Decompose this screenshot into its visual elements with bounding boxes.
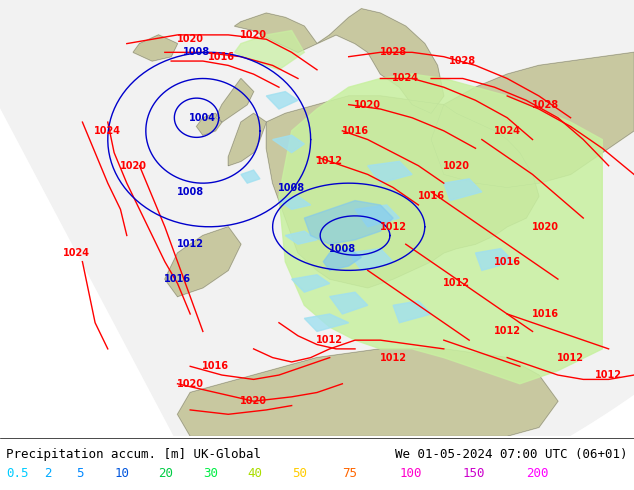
Polygon shape	[317, 9, 444, 113]
Polygon shape	[279, 74, 602, 384]
Text: 1012: 1012	[557, 353, 584, 363]
Text: 1024: 1024	[94, 126, 121, 136]
Text: 150: 150	[463, 467, 485, 480]
Text: 1020: 1020	[354, 99, 381, 110]
Text: 0.5: 0.5	[6, 467, 29, 480]
Polygon shape	[304, 200, 393, 244]
Polygon shape	[285, 231, 317, 244]
Polygon shape	[165, 227, 241, 296]
Polygon shape	[133, 35, 178, 61]
Polygon shape	[431, 52, 634, 188]
Polygon shape	[216, 78, 254, 122]
Text: Precipitation accum. [m] UK-Global: Precipitation accum. [m] UK-Global	[6, 448, 261, 461]
Polygon shape	[228, 113, 266, 166]
Text: 1016: 1016	[209, 51, 235, 62]
Text: 1020: 1020	[240, 30, 267, 40]
Text: 30: 30	[203, 467, 218, 480]
Polygon shape	[368, 161, 412, 183]
Text: 1012: 1012	[316, 156, 343, 167]
Text: 1028: 1028	[380, 48, 406, 57]
Text: 1020: 1020	[177, 379, 204, 389]
Text: 1028: 1028	[450, 56, 476, 66]
Polygon shape	[304, 314, 349, 331]
Text: 20: 20	[158, 467, 174, 480]
Text: 40: 40	[247, 467, 262, 480]
Polygon shape	[330, 292, 368, 314]
Text: 100: 100	[399, 467, 422, 480]
Text: 1012: 1012	[177, 239, 204, 249]
Text: 1024: 1024	[63, 248, 89, 258]
Text: 1020: 1020	[443, 161, 470, 171]
Polygon shape	[349, 248, 393, 270]
Polygon shape	[279, 196, 311, 209]
Polygon shape	[241, 170, 260, 183]
Text: 1024: 1024	[392, 74, 419, 83]
Text: 1016: 1016	[342, 126, 368, 136]
Text: 1020: 1020	[240, 396, 267, 406]
Text: 1016: 1016	[418, 191, 444, 201]
Text: We 01-05-2024 07:00 UTC (06+01): We 01-05-2024 07:00 UTC (06+01)	[395, 448, 628, 461]
Text: 1012: 1012	[595, 370, 622, 380]
Text: 1012: 1012	[443, 278, 470, 289]
Polygon shape	[355, 205, 399, 227]
Polygon shape	[273, 135, 304, 153]
Text: 1020: 1020	[177, 34, 204, 44]
Text: 1016: 1016	[164, 274, 191, 284]
Text: 1016: 1016	[202, 361, 229, 371]
Text: 1008: 1008	[183, 48, 210, 57]
Text: 200: 200	[526, 467, 548, 480]
Text: 1024: 1024	[494, 126, 521, 136]
Text: 1016: 1016	[532, 309, 559, 319]
Text: 1012: 1012	[380, 353, 406, 363]
Polygon shape	[266, 96, 539, 288]
Polygon shape	[197, 113, 222, 135]
Text: 1008: 1008	[278, 182, 305, 193]
Text: 1016: 1016	[494, 257, 521, 267]
Text: 1004: 1004	[190, 113, 216, 123]
Text: 1020: 1020	[120, 161, 146, 171]
Polygon shape	[476, 248, 514, 270]
Text: 5: 5	[76, 467, 84, 480]
Polygon shape	[292, 275, 330, 292]
Text: 1008: 1008	[329, 244, 356, 254]
Text: 1012: 1012	[316, 335, 343, 345]
Polygon shape	[323, 248, 361, 270]
Text: 1012: 1012	[494, 326, 521, 337]
Text: 1008: 1008	[177, 187, 204, 197]
Text: 1028: 1028	[532, 99, 559, 110]
Polygon shape	[235, 13, 317, 52]
Text: 50: 50	[292, 467, 307, 480]
Polygon shape	[235, 30, 304, 70]
Text: 75: 75	[342, 467, 358, 480]
Polygon shape	[178, 349, 558, 436]
Polygon shape	[444, 179, 482, 200]
Text: 1020: 1020	[532, 222, 559, 232]
Polygon shape	[393, 301, 431, 323]
Text: 2: 2	[44, 467, 52, 480]
Text: 1012: 1012	[380, 222, 406, 232]
Polygon shape	[266, 92, 298, 109]
Text: 10: 10	[114, 467, 129, 480]
